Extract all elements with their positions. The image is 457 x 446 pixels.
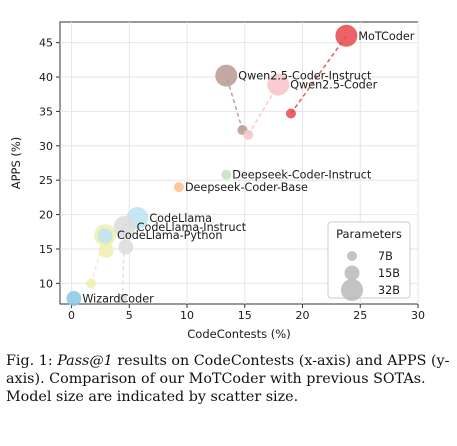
x-axis-label: CodeContests (%) — [187, 327, 290, 341]
point-label: MoTCoder — [358, 30, 414, 43]
y-axis-label: APPS (%) — [9, 137, 23, 190]
point-label: Deepseek-Coder-Base — [185, 181, 308, 194]
x-tick-label: 25 — [353, 309, 367, 322]
data-point — [335, 25, 357, 47]
x-tick-label: 10 — [180, 309, 194, 322]
data-point — [174, 182, 184, 192]
data-point — [98, 228, 113, 243]
data-point — [286, 108, 296, 118]
data-point — [99, 243, 114, 258]
data-point — [66, 291, 81, 306]
point-label: WizardCoder — [82, 292, 154, 305]
y-axis-ticks: 10 15 20 25 30 35 40 45 — [39, 37, 60, 291]
y-tick-label: 40 — [39, 71, 53, 84]
legend-label: 15B — [378, 267, 400, 280]
point-label: Deepseek-Coder-Instruct — [232, 169, 372, 182]
legend-label: 7B — [378, 250, 393, 263]
data-point — [215, 65, 237, 87]
legend-marker — [347, 251, 357, 261]
x-tick-label: 20 — [296, 309, 310, 322]
legend-title: Parameters — [336, 227, 402, 241]
y-tick-label: 45 — [39, 37, 53, 50]
x-axis-ticks: 0 5 10 15 20 25 30 — [68, 304, 425, 322]
y-tick-label: 10 — [39, 277, 53, 290]
x-tick-label: 30 — [411, 309, 425, 322]
legend-marker — [341, 279, 363, 301]
point-label: CodeLlama-Python — [117, 229, 222, 242]
x-tick-label: 5 — [126, 309, 133, 322]
caption-emphasis: Pass@1 — [57, 353, 113, 369]
figure-caption: Fig. 1: Pass@1 results on CodeContests (… — [6, 352, 452, 406]
y-tick-label: 35 — [39, 105, 53, 118]
y-tick-label: 30 — [39, 140, 53, 153]
data-point — [243, 130, 253, 140]
legend-label: 32B — [378, 284, 400, 297]
legend: Parameters 7B 15B 32B — [328, 222, 410, 301]
x-tick-label: 0 — [68, 309, 75, 322]
legend-marker — [345, 266, 360, 281]
y-tick-label: 20 — [39, 209, 53, 222]
scatter-chart: 0 5 10 15 20 25 30 10 15 20 25 30 35 40 45 MoTCoder Qw… — [0, 0, 457, 346]
y-tick-label: 25 — [39, 174, 53, 187]
data-point — [86, 278, 96, 288]
data-point — [221, 170, 231, 180]
caption-prefix: Fig. 1: — [6, 353, 57, 369]
point-label: Qwen2.5-Coder — [290, 79, 377, 92]
x-tick-label: 15 — [238, 309, 252, 322]
y-tick-label: 15 — [39, 243, 53, 256]
